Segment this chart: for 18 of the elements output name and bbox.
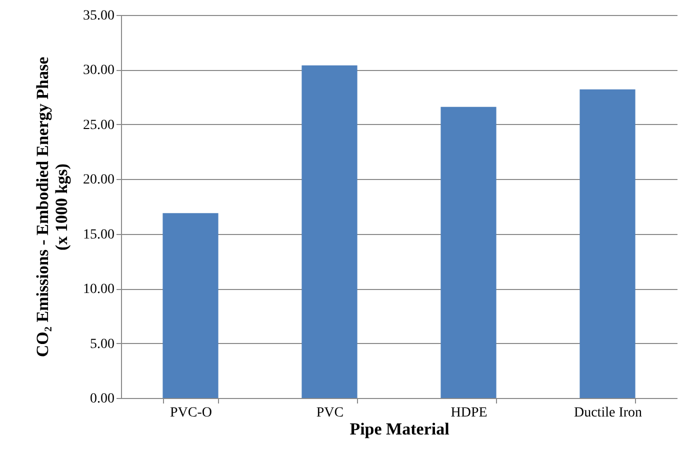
y-tick-label: 20.00 [83, 172, 114, 188]
y-tick-label: 35.00 [83, 8, 114, 24]
y-axis-title: CO₂ Emissions - Embodied Energy Phase (x 1000 kgs) [33, 56, 71, 358]
bar [580, 89, 636, 398]
y-tick-label: 30.00 [83, 63, 114, 78]
y-tick-label: 0.00 [90, 392, 114, 406]
x-tick-label: PVC-O [170, 406, 212, 420]
y-tick-label: 15.00 [83, 227, 114, 242]
x-tick-label: Ductile Iron [574, 406, 642, 420]
x-tick-label: HDPE [450, 406, 488, 420]
y-tick-label: 10.00 [83, 282, 114, 298]
x-tick-label: PVC [316, 406, 344, 420]
bar [302, 65, 358, 398]
bar [440, 106, 496, 398]
x-axis-title: Pipe Material [350, 420, 450, 438]
y-tick-label: 25.00 [83, 118, 114, 133]
y-tick-label: 5.00 [90, 336, 114, 352]
bar [162, 213, 218, 398]
